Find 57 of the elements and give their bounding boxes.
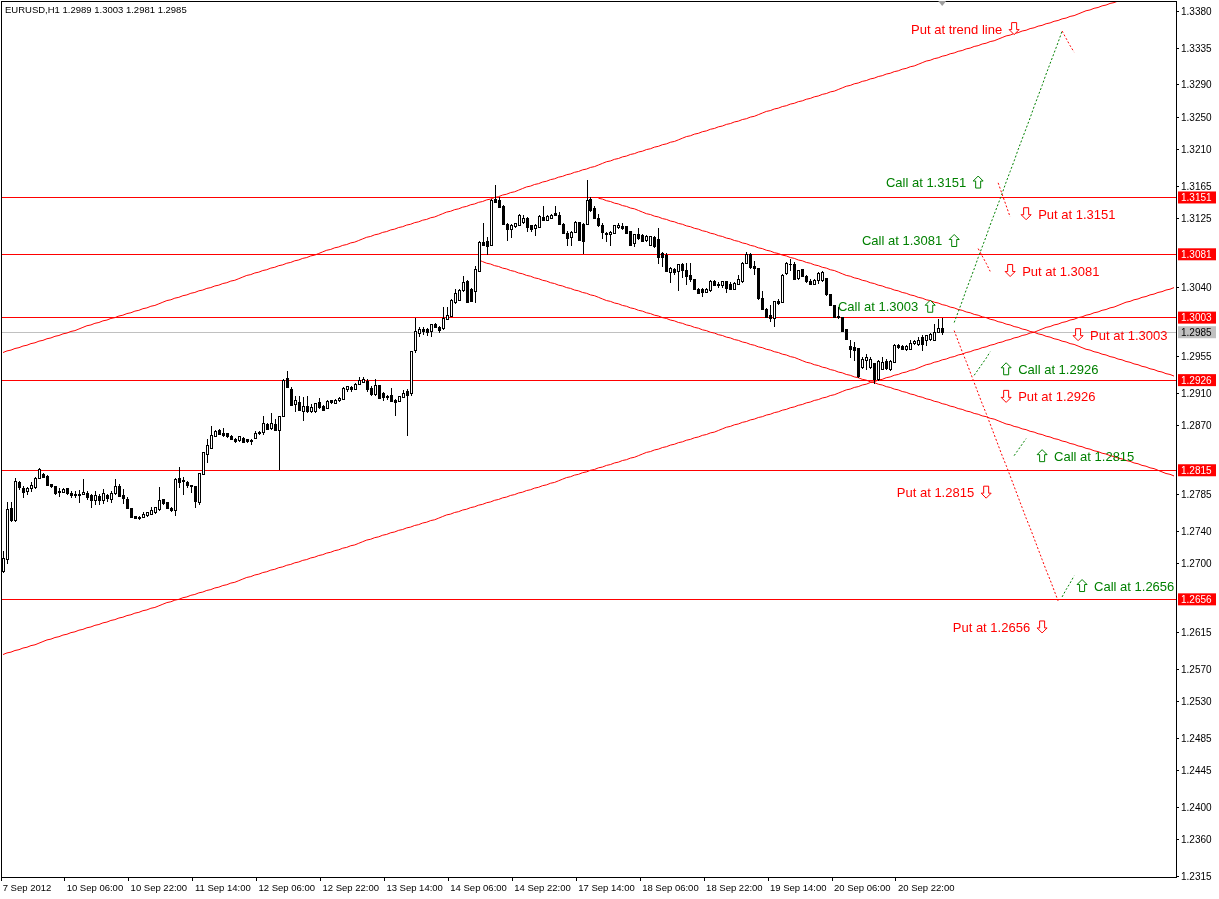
x-tick-label: 13 Sep 14:00 <box>386 882 443 893</box>
ref-line-label: 1.3081 <box>1181 248 1213 260</box>
y-tick-label: 1.2360 <box>1181 834 1213 846</box>
y-tick-label: 1.3250 <box>1181 111 1213 123</box>
y-tick-label: 1.2785 <box>1181 489 1213 501</box>
x-tick-label: 18 Sep 22:00 <box>706 882 763 893</box>
data-label: Call at 1.2926 <box>1018 361 1099 377</box>
x-tick-label: 20 Sep 06:00 <box>834 882 891 893</box>
ref-line-label: 1.2926 <box>1181 374 1213 386</box>
y-tick-label: 1.2530 <box>1181 696 1213 708</box>
y-tick-label: 1.3210 <box>1181 144 1213 156</box>
y-tick-label: 1.2570 <box>1181 663 1213 675</box>
y-tick-label: 1.3380 <box>1181 6 1213 18</box>
y-tick-label: 1.2615 <box>1181 627 1213 639</box>
x-tick-label: 10 Sep 06:00 <box>66 882 124 893</box>
ref-line-label: 1.3003 <box>1181 312 1213 324</box>
x-tick-label: 10 Sep 22:00 <box>130 882 188 893</box>
y-tick-label: 1.3335 <box>1181 42 1213 54</box>
x-tick-label: 11 Sep 14:00 <box>194 882 251 893</box>
y-tick-label: 1.2445 <box>1181 765 1213 777</box>
y-tick-label: 1.2910 <box>1181 387 1213 399</box>
y-tick-label: 1.2955 <box>1181 351 1213 363</box>
ref-line-label: 1.3151 <box>1181 191 1213 203</box>
y-tick-label: 1.3165 <box>1181 180 1213 192</box>
x-tick-label: 18 Sep 06:00 <box>642 882 699 893</box>
data-label: Put at 1.3081 <box>1022 263 1100 279</box>
x-tick-label: 14 Sep 22:00 <box>514 882 571 893</box>
data-label: Call at 1.3081 <box>861 233 943 248</box>
data-label: Put at 1.2926 <box>1018 388 1096 404</box>
data-label: Put at 1.2656 <box>952 619 1031 635</box>
x-tick-label: 14 Sep 06:00 <box>450 882 507 893</box>
data-label: Put at 1.2815 <box>896 484 975 500</box>
y-tick-label: 1.2485 <box>1181 732 1213 744</box>
data-label: Put at 1.3003 <box>1090 327 1168 343</box>
y-tick-label: 1.2315 <box>1181 870 1213 882</box>
x-tick-label: 20 Sep 22:00 <box>897 882 955 893</box>
x-tick-label: 17 Sep 14:00 <box>578 882 635 893</box>
y-tick-label: 1.2400 <box>1181 801 1213 813</box>
y-tick-label: 1.3040 <box>1181 282 1213 294</box>
data-label: Call at 1.3003 <box>837 298 919 314</box>
y-tick-label: 1.3290 <box>1181 79 1213 91</box>
data-label: Call at 1.3151 <box>885 174 967 190</box>
y-tick-label: 1.3125 <box>1181 213 1213 225</box>
x-tick-label: 7 Sep 2012 <box>2 882 52 893</box>
ref-line-label: 1.2815 <box>1181 464 1213 476</box>
x-tick-label: 19 Sep 14:00 <box>770 882 827 893</box>
y-tick-label: 1.2740 <box>1181 525 1213 537</box>
data-label: Call at 1.2656 <box>1094 578 1175 594</box>
x-tick-label: 12 Sep 22:00 <box>322 882 379 893</box>
y-tick-label: 1.2870 <box>1181 420 1213 432</box>
data-label: Put at trend line <box>911 21 1003 37</box>
ref-line-label: 1.2985 <box>1181 326 1213 338</box>
data-label: Put at 1.3151 <box>1038 206 1116 222</box>
y-tick-label: 1.2700 <box>1181 558 1213 570</box>
ref-line-label: 1.2656 <box>1181 593 1213 605</box>
chart-title: EURUSD,H1 1.2989 1.3003 1.2981 1.2985 <box>5 4 187 15</box>
x-tick-label: 12 Sep 06:00 <box>258 882 316 893</box>
